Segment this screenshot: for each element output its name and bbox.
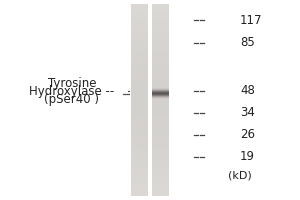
Text: 26: 26 — [240, 129, 255, 142]
Text: Tyrosine: Tyrosine — [48, 76, 96, 90]
Text: 34: 34 — [240, 106, 255, 119]
Text: 117: 117 — [240, 14, 262, 26]
Text: 19: 19 — [240, 150, 255, 164]
Text: 48: 48 — [240, 84, 255, 98]
Text: 85: 85 — [240, 36, 255, 49]
Text: (pSer40 ): (pSer40 ) — [44, 92, 100, 106]
Text: Hydroxylase --: Hydroxylase -- — [29, 84, 115, 98]
Text: (kD): (kD) — [228, 170, 252, 180]
